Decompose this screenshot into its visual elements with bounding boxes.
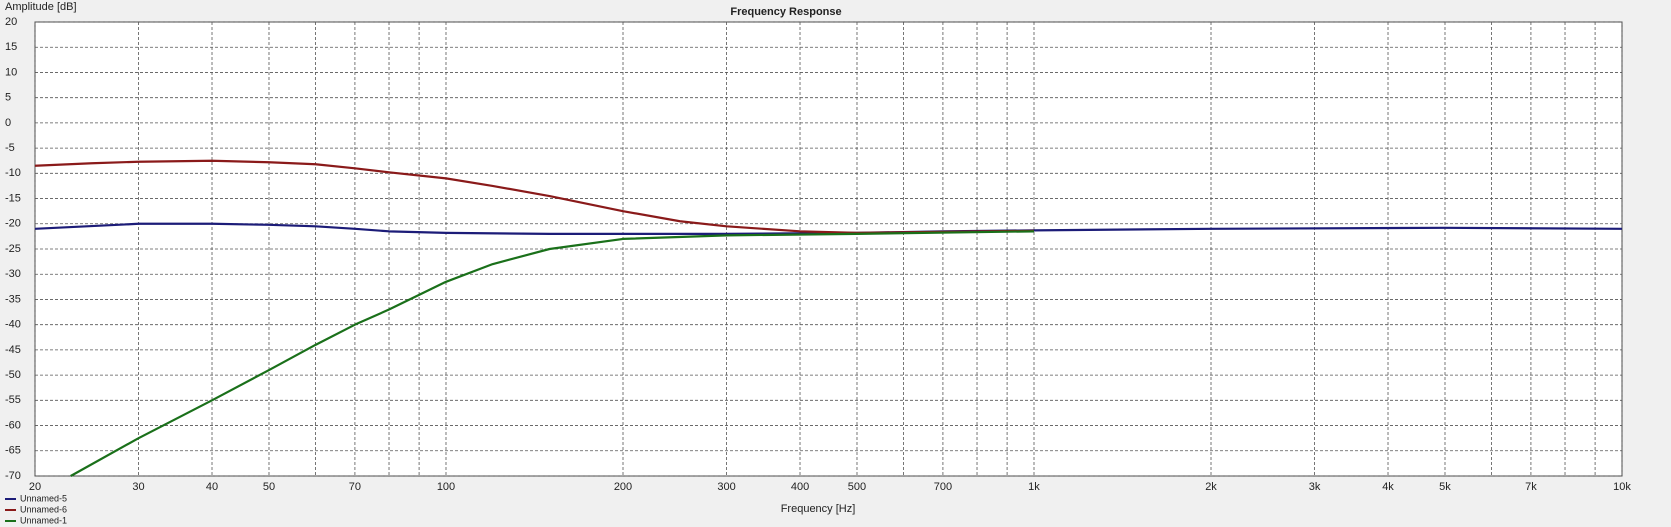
y-tick-label: -65 <box>5 445 21 457</box>
y-tick-label: 0 <box>5 117 11 129</box>
x-tick-label: 50 <box>263 481 275 493</box>
y-tick-label: -30 <box>5 268 21 280</box>
y-tick-label: -60 <box>5 419 21 431</box>
x-tick-label: 70 <box>349 481 361 493</box>
x-tick-label: 4k <box>1382 481 1394 493</box>
x-tick-label: 200 <box>614 481 632 493</box>
y-tick-label: -40 <box>5 319 21 331</box>
series-line <box>34 159 1035 234</box>
x-tick-label: 2k <box>1205 481 1217 493</box>
y-tick-label: -35 <box>5 293 21 305</box>
y-tick-label: 10 <box>5 66 17 78</box>
x-tick-label: 400 <box>791 481 809 493</box>
y-tick-label: -5 <box>5 142 15 154</box>
series-line <box>70 230 1035 477</box>
x-tick-label: 40 <box>206 481 218 493</box>
x-axis-label: Frequency [Hz] <box>781 503 856 515</box>
x-tick-label: 300 <box>717 481 735 493</box>
x-tick-label: 100 <box>437 481 455 493</box>
y-tick-label: -55 <box>5 394 21 406</box>
x-tick-label: 1k <box>1028 481 1040 493</box>
y-tick-label: -70 <box>5 470 21 482</box>
x-tick-label: 7k <box>1525 481 1537 493</box>
y-tick-label: 15 <box>5 41 17 53</box>
y-tick-label: 20 <box>5 16 17 28</box>
y-tick-label: -15 <box>5 192 21 204</box>
legend-label: Unnamed-6 <box>20 504 67 514</box>
x-tick-label: 5k <box>1439 481 1451 493</box>
y-tick-label: -10 <box>5 167 21 179</box>
legend-label: Unnamed-5 <box>20 493 67 503</box>
y-tick-label: -20 <box>5 218 21 230</box>
x-tick-label: 500 <box>848 481 866 493</box>
y-tick-label: -50 <box>5 369 21 381</box>
x-tick-label: 10k <box>1613 481 1631 493</box>
legend-label: Unnamed-1 <box>20 515 67 525</box>
x-tick-label: 20 <box>29 481 41 493</box>
chart-title: Frequency Response <box>730 6 841 18</box>
x-tick-label: 700 <box>934 481 952 493</box>
y-axis-label: Amplitude [dB] <box>5 1 77 13</box>
x-tick-label: 3k <box>1309 481 1321 493</box>
y-tick-label: -25 <box>5 243 21 255</box>
plot-area <box>34 21 1623 477</box>
y-tick-label: 5 <box>5 92 11 104</box>
y-tick-label: -45 <box>5 344 21 356</box>
x-tick-label: 30 <box>132 481 144 493</box>
series-line <box>34 222 1623 235</box>
